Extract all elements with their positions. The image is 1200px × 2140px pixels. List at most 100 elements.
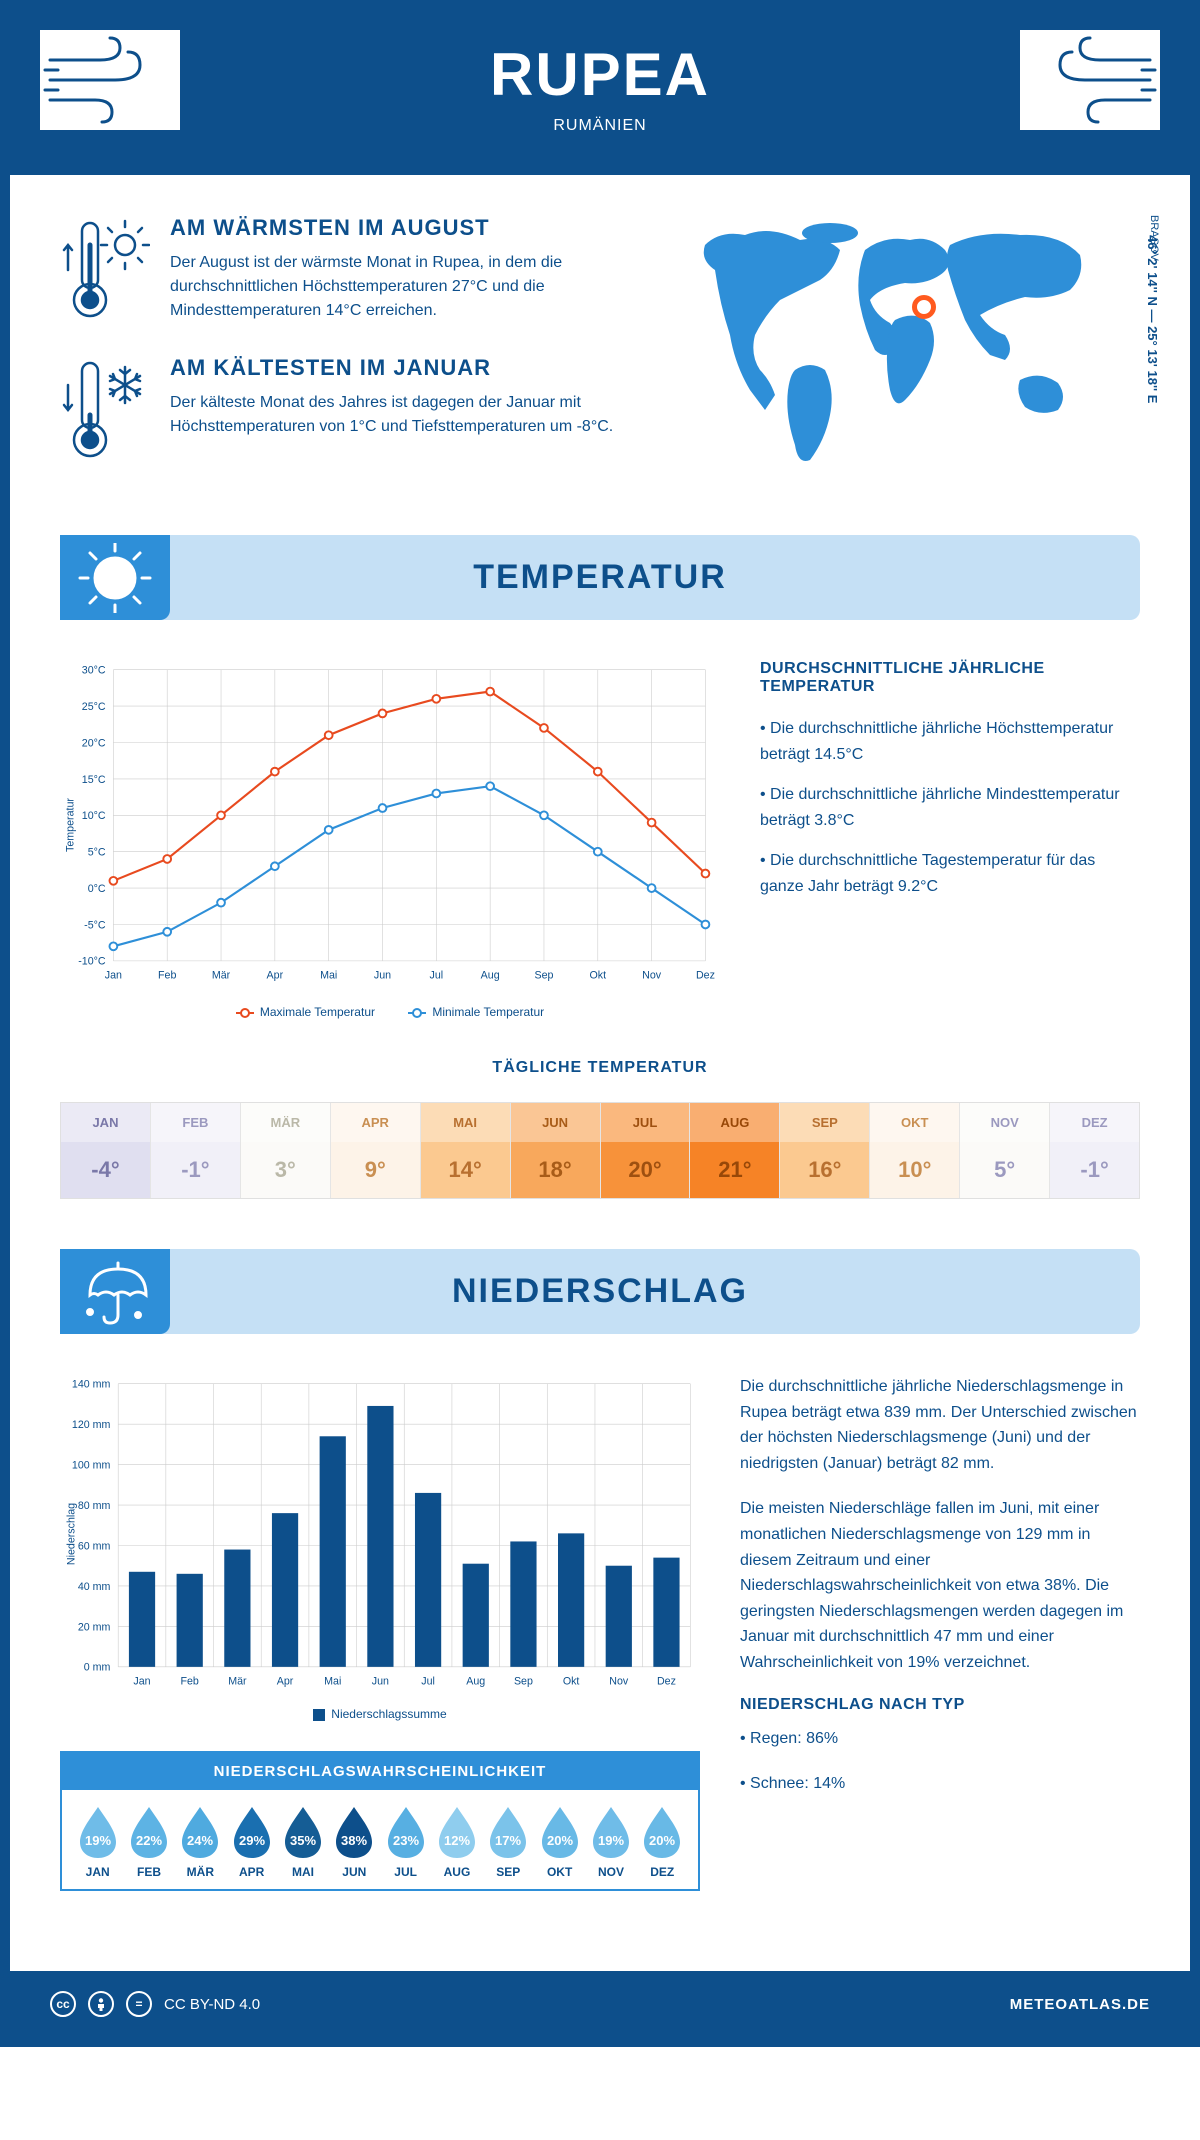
svg-text:Dez: Dez [657, 1675, 676, 1687]
daily-temp-cell: MÄR3° [241, 1103, 331, 1198]
svg-text:Aug: Aug [466, 1675, 485, 1687]
svg-text:15°C: 15°C [82, 774, 106, 786]
temp-section-header: TEMPERATUR [60, 535, 1140, 620]
daily-temp-cell: APR9° [331, 1103, 421, 1198]
svg-text:Niederschlag: Niederschlag [66, 1503, 78, 1565]
svg-text:Apr: Apr [267, 969, 284, 981]
sun-icon [60, 535, 170, 620]
temp-info-1: • Die durchschnittliche jährliche Höchst… [760, 716, 1140, 767]
temp-info-3: • Die durchschnittliche Tagestemperatur … [760, 848, 1140, 899]
precip-section-header: NIEDERSCHLAG [60, 1249, 1140, 1334]
svg-text:Dez: Dez [696, 969, 715, 981]
temp-info-title: DURCHSCHNITTLICHE JÄHRLICHE TEMPERATUR [760, 660, 1140, 696]
svg-text:19%: 19% [598, 1833, 624, 1848]
prob-title: NIEDERSCHLAGSWAHRSCHEINLICHKEIT [62, 1753, 698, 1790]
footer: cc = CC BY-ND 4.0 METEOATLAS.DE [10, 1971, 1190, 2037]
prob-cell: 29%APR [226, 1805, 277, 1879]
svg-text:Jan: Jan [105, 969, 122, 981]
svg-text:19%: 19% [85, 1833, 111, 1848]
legend-max: Maximale Temperatur [260, 1005, 375, 1019]
world-map: BRAȘOV 46° 2' 14'' N — 25° 13' 18'' E [680, 215, 1140, 495]
location-marker [912, 295, 936, 319]
svg-text:120 mm: 120 mm [72, 1419, 111, 1431]
daily-temp-cell: OKT10° [870, 1103, 960, 1198]
svg-text:Feb: Feb [158, 969, 176, 981]
cc-icon: cc [50, 1991, 76, 2017]
svg-text:Mär: Mär [228, 1675, 247, 1687]
header: RUPEA RUMÄNIEN [10, 10, 1190, 175]
precip-type-title: NIEDERSCHLAG NACH TYP [740, 1696, 1140, 1714]
precip-text: Die durchschnittliche jährliche Niedersc… [740, 1374, 1140, 1891]
umbrella-icon [60, 1249, 170, 1334]
svg-text:80 mm: 80 mm [78, 1500, 111, 1512]
svg-text:60 mm: 60 mm [78, 1540, 111, 1552]
warm-text: Der August ist der wärmste Monat in Rupe… [170, 251, 640, 323]
daily-temp-table: TÄGLICHE TEMPERATUR JAN-4°FEB-1°MÄR3°APR… [60, 1059, 1140, 1199]
precip-rain: • Regen: 86% [740, 1726, 1140, 1752]
temp-info-2: • Die durchschnittliche jährliche Mindes… [760, 782, 1140, 833]
daily-temp-cell: FEB-1° [151, 1103, 241, 1198]
coords-label: 46° 2' 14'' N — 25° 13' 18'' E [1145, 235, 1160, 403]
brand: METEOATLAS.DE [1010, 1996, 1150, 2013]
license-text: CC BY-ND 4.0 [164, 1996, 260, 2013]
svg-text:Sep: Sep [534, 969, 553, 981]
daily-temp-cell: JUL20° [601, 1103, 691, 1198]
svg-text:24%: 24% [187, 1833, 213, 1848]
svg-text:Aug: Aug [481, 969, 500, 981]
precipitation-chart: 0 mm20 mm40 mm60 mm80 mm100 mm120 mm140 … [60, 1374, 700, 1721]
svg-text:Nov: Nov [642, 969, 662, 981]
svg-text:Apr: Apr [277, 1675, 294, 1687]
svg-text:Mai: Mai [320, 969, 337, 981]
svg-text:Jun: Jun [374, 969, 391, 981]
svg-text:Jan: Jan [133, 1675, 150, 1687]
svg-text:Feb: Feb [181, 1675, 199, 1687]
cold-title: AM KÄLTESTEN IM JANUAR [170, 355, 640, 381]
svg-text:Jun: Jun [372, 1675, 389, 1687]
svg-text:Temperatur: Temperatur [65, 798, 77, 852]
svg-text:10°C: 10°C [82, 810, 106, 822]
prob-cell: 24%MÄR [175, 1805, 226, 1879]
svg-text:12%: 12% [444, 1833, 470, 1848]
prob-cell: 20%DEZ [637, 1805, 688, 1879]
svg-text:Mär: Mär [212, 969, 231, 981]
by-icon [88, 1991, 114, 2017]
svg-text:25°C: 25°C [82, 701, 106, 713]
prob-cell: 20%OKT [534, 1805, 585, 1879]
warm-title: AM WÄRMSTEN IM AUGUST [170, 215, 640, 241]
wind-icon [1020, 30, 1160, 130]
svg-text:30°C: 30°C [82, 665, 106, 677]
legend-precip: Niederschlagssumme [331, 1707, 446, 1721]
thermometer-sun-icon [60, 215, 150, 325]
country-label: RUMÄNIEN [10, 117, 1190, 135]
daily-temp-cell: AUG21° [690, 1103, 780, 1198]
svg-text:22%: 22% [136, 1833, 162, 1848]
prob-cell: 19%JAN [72, 1805, 123, 1879]
daily-temp-cell: SEP16° [780, 1103, 870, 1198]
temp-info: DURCHSCHNITTLICHE JÄHRLICHE TEMPERATUR •… [760, 660, 1140, 1019]
legend-min: Minimale Temperatur [432, 1005, 544, 1019]
thermometer-snow-icon [60, 355, 150, 465]
temperature-chart: -10°C-5°C0°C5°C10°C15°C20°C25°C30°CJanFe… [60, 660, 720, 1019]
probability-box: NIEDERSCHLAGSWAHRSCHEINLICHKEIT 19%JAN22… [60, 1751, 700, 1891]
svg-text:100 mm: 100 mm [72, 1459, 111, 1471]
daily-temp-cell: NOV5° [960, 1103, 1050, 1198]
svg-text:40 mm: 40 mm [78, 1581, 111, 1593]
prob-cell: 35%MAI [277, 1805, 328, 1879]
cold-text: Der kälteste Monat des Jahres ist dagege… [170, 391, 640, 439]
warmest-block: AM WÄRMSTEN IM AUGUST Der August ist der… [60, 215, 640, 325]
svg-text:20%: 20% [547, 1833, 573, 1848]
precip-p1: Die durchschnittliche jährliche Niedersc… [740, 1374, 1140, 1476]
daily-temp-cell: MAI14° [421, 1103, 511, 1198]
svg-text:Sep: Sep [514, 1675, 533, 1687]
svg-text:20 mm: 20 mm [78, 1621, 111, 1633]
prob-cell: 22%FEB [123, 1805, 174, 1879]
svg-text:5°C: 5°C [88, 847, 106, 859]
svg-text:23%: 23% [393, 1833, 419, 1848]
wind-icon [40, 30, 180, 130]
svg-text:-10°C: -10°C [78, 956, 106, 968]
precip-p2: Die meisten Niederschläge fallen im Juni… [740, 1496, 1140, 1675]
svg-text:Okt: Okt [563, 1675, 580, 1687]
svg-text:140 mm: 140 mm [72, 1379, 111, 1391]
prob-cell: 23%JUL [380, 1805, 431, 1879]
svg-text:20%: 20% [649, 1833, 675, 1848]
